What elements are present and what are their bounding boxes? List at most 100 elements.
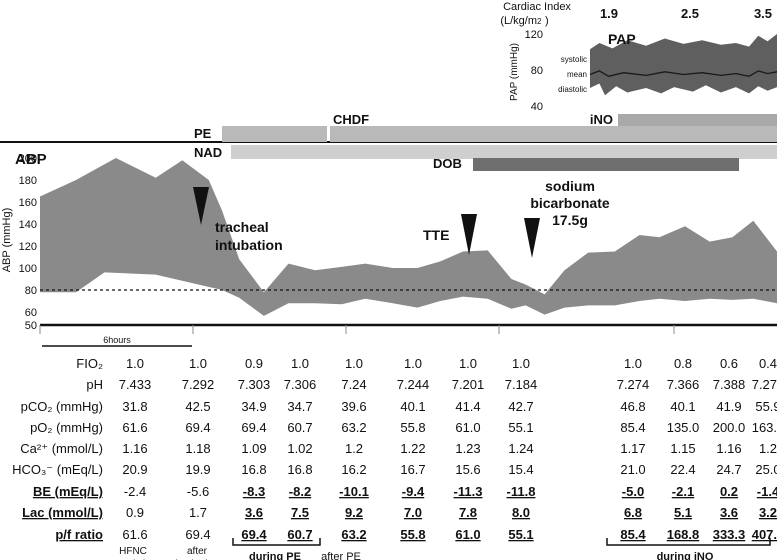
table-cell: 1.0: [459, 356, 477, 371]
pap-mean-line: [589, 70, 777, 77]
table-cell: 24.7: [716, 462, 741, 477]
table-cell: 1.0: [189, 356, 207, 371]
therapy-label-dob: DOB: [433, 156, 462, 171]
therapy-label-pe: PE: [194, 126, 212, 141]
annotation-label: intubation: [215, 237, 283, 253]
therapy-bar-nad: [231, 145, 777, 159]
table-cell: 34.7: [287, 399, 312, 414]
table-cell: 63.2: [341, 527, 366, 542]
table-cell: 7.24: [341, 377, 366, 392]
annotation-label: bicarbonate: [530, 195, 610, 211]
during-ino-bracket: [606, 538, 771, 546]
table-cell: 200.0: [713, 420, 746, 435]
cardiac-index-value: 2.5: [681, 6, 699, 21]
footnote-during-pe: during PE: [249, 551, 301, 560]
table-cell: 1.0: [291, 356, 309, 371]
table-cell: 61.6: [122, 527, 147, 542]
footnote: after: [187, 546, 208, 557]
pap-y-axis-label: PAP (mmHg): [509, 43, 520, 101]
table-cell: 55.1: [508, 527, 533, 542]
table-cell: 3.6: [720, 505, 738, 520]
abp-y-tick-label: 60: [25, 307, 37, 319]
therapy-bar-chdf: [330, 126, 777, 142]
annotation-label: TTE: [423, 227, 449, 243]
table-row-label: pCO₂ (mmHg): [21, 399, 103, 414]
table-cell: -2.4: [124, 484, 146, 499]
pap-y-tick-label: 80: [531, 65, 543, 77]
pap-series-label: systolic: [561, 55, 587, 64]
table-cell: -11.3: [454, 484, 483, 499]
table-cell: 407.5: [752, 527, 777, 542]
table-cell: 61.0: [455, 420, 480, 435]
table-cell: 61.6: [122, 420, 147, 435]
table-row-label: BE (mEq/L): [33, 484, 103, 499]
table-row-label: HCO₃⁻ (mEq/L): [12, 462, 103, 477]
table-cell: 0.6: [720, 356, 738, 371]
table-cell: 22.4: [670, 462, 695, 477]
abp-y-tick-label: 200: [19, 153, 37, 165]
table-cell: 1.22: [400, 441, 425, 456]
table-cell: -9.4: [402, 484, 425, 499]
table-cell: 21.0: [620, 462, 645, 477]
pap-series-label: diastolic: [558, 85, 587, 94]
cardiac-index-value: 3.5: [754, 6, 772, 21]
table-cell: 60.7: [287, 527, 312, 542]
therapy-bar-dob: [473, 158, 739, 171]
table-cell: 7.273: [752, 377, 777, 392]
scale-bar-label: 6hours: [103, 335, 131, 345]
table-cell: 34.9: [241, 399, 266, 414]
table-cell: 1.7: [189, 505, 207, 520]
abp-y-tick-label: 80: [25, 285, 37, 297]
table-cell: 135.0: [667, 420, 700, 435]
table-cell: 3.2: [759, 505, 777, 520]
table-cell: 15.4: [508, 462, 533, 477]
table-cell: 1.16: [716, 441, 741, 456]
pap-title: PAP: [608, 31, 636, 47]
therapy-bar-pe: [222, 126, 327, 142]
table-cell: 46.8: [620, 399, 645, 414]
table-cell: 40.1: [670, 399, 695, 414]
table-cell: 16.8: [287, 462, 312, 477]
table-cell: 42.5: [185, 399, 210, 414]
table-cell: 6.8: [624, 505, 642, 520]
abp-y-tick-label: 160: [19, 197, 37, 209]
during-pe-bracket: [232, 538, 321, 546]
table-cell: 25.0: [755, 462, 777, 477]
pap-y-tick-label: 40: [531, 101, 543, 113]
abp-y-tick-label: 180: [19, 175, 37, 187]
footnote-during-ino: during iNO: [657, 551, 714, 560]
table-cell: 1.02: [287, 441, 312, 456]
table-cell: -8.3: [243, 484, 265, 499]
table-cell: 1.0: [404, 356, 422, 371]
table-cell: 7.8: [459, 505, 477, 520]
table-cell: 61.0: [455, 527, 480, 542]
table-cell: 69.4: [241, 420, 266, 435]
therapy-bar-ino: [618, 114, 777, 126]
table-cell: 0.9: [126, 505, 144, 520]
table-cell: 41.4: [455, 399, 480, 414]
table-cell: 63.2: [341, 420, 366, 435]
table-cell: 7.244: [397, 377, 430, 392]
table-cell: 1.17: [620, 441, 645, 456]
annotation-label: sodium: [545, 178, 595, 194]
table-cell: 20.9: [122, 462, 147, 477]
footnote: HFNC: [119, 546, 147, 557]
table-cell: 0.9: [245, 356, 263, 371]
table-cell: 7.292: [182, 377, 215, 392]
table-cell: 16.8: [241, 462, 266, 477]
tte-arrow: [461, 214, 477, 255]
table-cell: 333.3: [713, 527, 746, 542]
table-cell: 5.1: [674, 505, 692, 520]
pap-series-label: mean: [567, 70, 587, 79]
table-cell: 9.2: [345, 505, 363, 520]
table-cell: 1.15: [670, 441, 695, 456]
table-cell: 16.2: [341, 462, 366, 477]
cardiac-index-value: 1.9: [600, 6, 618, 21]
table-row-label: pH: [86, 377, 103, 392]
table-cell: 39.6: [341, 399, 366, 414]
table-cell: 7.366: [667, 377, 700, 392]
table-cell: 19.9: [185, 462, 210, 477]
abp-range-area: [40, 158, 777, 316]
table-cell: -10.1: [339, 484, 369, 499]
